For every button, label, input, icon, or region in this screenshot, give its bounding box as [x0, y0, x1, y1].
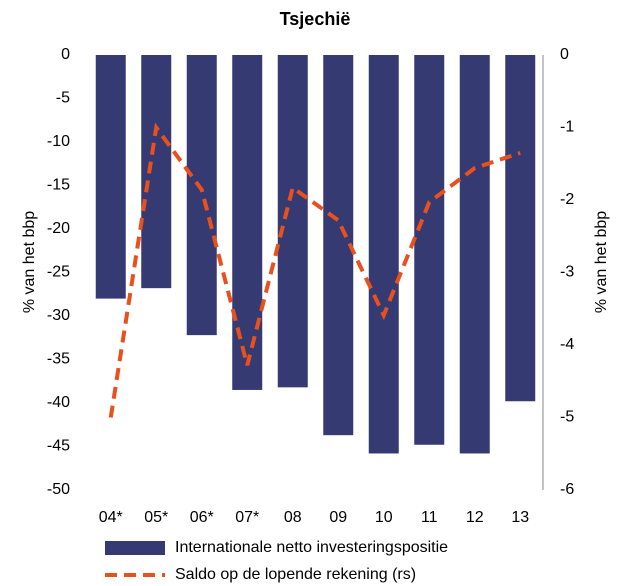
y-tick-label: -20 [47, 220, 70, 237]
y2-axis-title: % van het bbp [593, 211, 610, 313]
y2-tick-label: -3 [560, 264, 574, 281]
y-tick-label: -45 [47, 438, 70, 455]
x-tick-label: 09 [329, 509, 347, 526]
y-tick-label: -30 [47, 307, 70, 324]
bar [277, 55, 308, 388]
x-tick-label: 11 [421, 509, 438, 526]
x-tick-label: 04* [99, 509, 123, 526]
y2-tick-label: -1 [560, 119, 574, 136]
x-tick-label: 10 [375, 509, 393, 526]
bar [95, 55, 126, 299]
y-tick-label: -5 [56, 90, 70, 107]
y2-tick-label: -4 [560, 336, 574, 353]
legend-label: Saldo op de lopende rekening (rs) [175, 566, 416, 583]
chart-title: Tsjechië [280, 9, 351, 29]
y2-tick-label: -2 [560, 191, 574, 208]
y-axis-title: % van het bbp [21, 211, 38, 313]
x-tick-label: 13 [511, 509, 529, 526]
y-tick-label: -40 [47, 394, 70, 411]
x-tick-label: 06* [190, 509, 214, 526]
y-tick-label: -50 [47, 481, 70, 498]
y-tick-label: -15 [47, 177, 70, 194]
x-tick-label: 08 [284, 509, 302, 526]
y2-tick-label: -6 [560, 481, 574, 498]
bar [505, 55, 536, 402]
line-series [108, 122, 521, 418]
bar [141, 55, 172, 289]
y2-tick-label: 0 [560, 46, 569, 63]
x-tick-label: 12 [466, 509, 484, 526]
legend-swatch [105, 541, 165, 555]
bar [186, 55, 217, 336]
y-tick-label: 0 [61, 46, 70, 63]
y-tick-label: -35 [47, 351, 70, 368]
bar [459, 55, 490, 454]
bar [414, 55, 445, 445]
x-tick-label: 07* [235, 509, 259, 526]
y-tick-label: -10 [47, 133, 70, 150]
legend-label: Internationale netto investeringspositie [175, 539, 448, 556]
y2-tick-label: -5 [560, 409, 574, 426]
y-tick-label: -25 [47, 264, 70, 281]
bar [368, 55, 399, 454]
x-tick-label: 05* [144, 509, 168, 526]
bar [232, 55, 263, 390]
